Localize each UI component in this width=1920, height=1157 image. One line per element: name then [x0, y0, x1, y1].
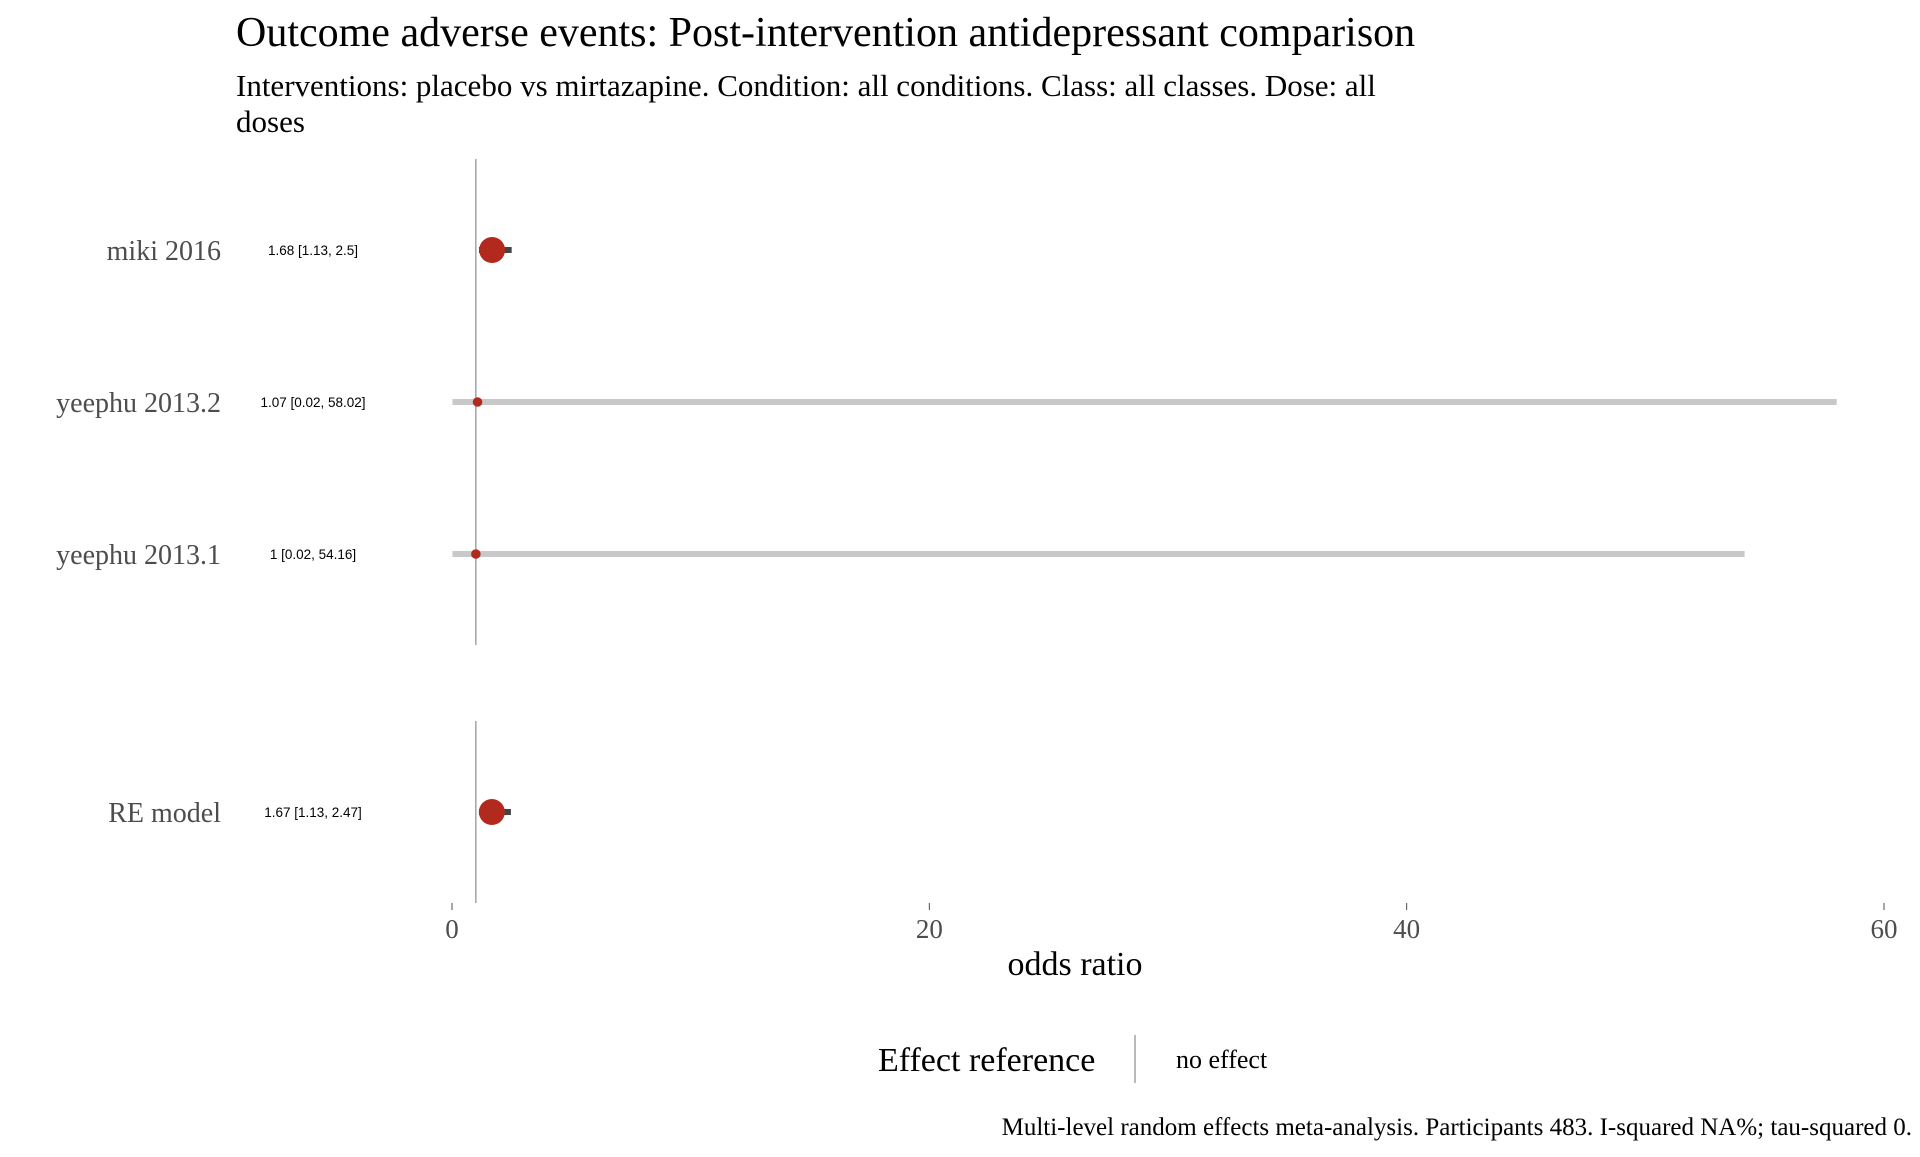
study-estimate-label: 1.68 [1.13, 2.5]: [268, 243, 358, 258]
summary-panel: RE model 1.67 [1.13, 2.47]: [108, 721, 511, 903]
x-tick-label: 40: [1393, 914, 1420, 944]
x-tick-label: 0: [445, 914, 459, 944]
study-estimate-label: 1.07 [0.02, 58.02]: [260, 395, 365, 410]
legend-label: no effect: [1176, 1045, 1268, 1074]
study-estimate-label: 1 [0.02, 54.16]: [270, 547, 356, 562]
summary-point: [478, 799, 505, 825]
study-label: yeephu 2013.2: [56, 388, 221, 419]
study-label: yeephu 2013.1: [56, 540, 221, 571]
study-point: [479, 237, 506, 263]
study-point: [472, 397, 483, 407]
x-axis-title: odds ratio: [1007, 946, 1142, 983]
summary-estimate-label: 1.67 [1.13, 2.47]: [264, 805, 362, 820]
chart-title: Outcome adverse events: Post-interventio…: [236, 10, 1415, 56]
summary-label: RE model: [108, 798, 221, 829]
legend: Effect reference no effect: [878, 1035, 1268, 1083]
x-tick-label: 60: [1871, 914, 1898, 944]
chart-caption: Multi-level random effects meta-analysis…: [1002, 1114, 1912, 1141]
legend-title: Effect reference: [878, 1042, 1095, 1079]
studies-panel: miki 2016 1.68 [1.13, 2.5] yeephu 2013.2 1.…: [56, 159, 1837, 645]
chart-subtitle-line-1: Interventions: placebo vs mirtazapine. C…: [236, 68, 1376, 103]
study-point: [471, 549, 481, 559]
x-tick-label: 20: [916, 914, 943, 944]
x-axis: 0 20 40 60: [445, 903, 1898, 944]
study-label: miki 2016: [107, 236, 221, 267]
chart-subtitle-line-2: doses: [236, 104, 305, 139]
